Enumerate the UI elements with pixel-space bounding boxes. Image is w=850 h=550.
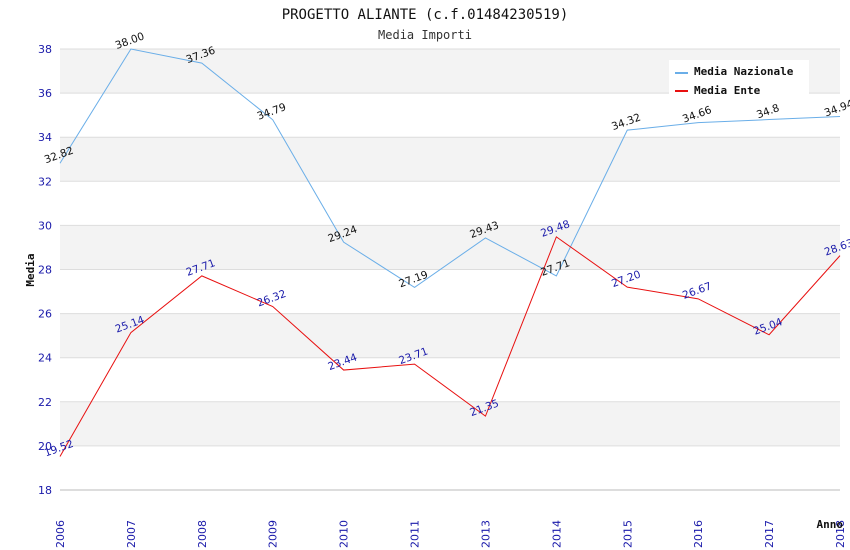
x-tick-label: 2016	[692, 520, 705, 548]
x-tick-label: 2009	[267, 520, 280, 548]
x-tick-label: 2017	[763, 520, 776, 548]
y-tick-label: 28	[38, 264, 52, 277]
x-tick-label: 2006	[54, 520, 67, 548]
y-tick-label: 30	[38, 219, 52, 232]
plot-band	[60, 137, 840, 182]
series-lines	[59, 48, 841, 457]
legend: Media Nazionale Media Ente	[669, 60, 809, 97]
y-tick-label: 38	[38, 43, 52, 56]
y-tick-label: 24	[38, 352, 52, 365]
chart-title: PROGETTO ALIANTE (c.f.01484230519)	[282, 7, 569, 23]
chart-subtitle: Media Importi	[378, 28, 472, 42]
y-tick-label: 22	[38, 396, 52, 409]
y-tick-label: 20	[38, 440, 52, 453]
y-tick-label: 36	[38, 87, 52, 100]
series-line-media-ente	[59, 236, 841, 457]
legend-label-media-ente: Media Ente	[694, 84, 761, 97]
y-tick-label: 26	[38, 308, 52, 321]
x-axis-label: Anno	[817, 518, 844, 531]
plot-band	[60, 445, 840, 490]
y-axis-ticks: 18 20 22 24 26 28 30 32 34 36 38	[38, 43, 52, 497]
x-tick-label: 2008	[196, 520, 209, 548]
legend-box	[669, 60, 809, 96]
x-tick-label: 2013	[479, 520, 492, 548]
y-axis-label: Media	[24, 253, 37, 286]
y-tick-label: 34	[38, 131, 52, 144]
plot-band	[60, 269, 840, 314]
x-tick-label: 2018	[834, 520, 847, 548]
plot-background	[60, 49, 840, 490]
x-tick-label: 2015	[621, 520, 634, 548]
y-tick-label: 32	[38, 175, 52, 188]
x-tick-label: 2014	[550, 520, 563, 548]
x-tick-label: 2011	[409, 520, 422, 548]
x-tick-label: 2010	[338, 520, 351, 548]
plot-band	[60, 181, 840, 226]
legend-label-media-nazionale: Media Nazionale	[694, 65, 794, 78]
plot-band	[60, 93, 840, 138]
x-axis-ticks: 2006 2007 2008 2009 2010 2011 2013 2014 2015 2016…	[54, 520, 847, 548]
series-line-media-nazionale	[59, 48, 841, 288]
y-tick-label: 18	[38, 484, 52, 497]
plot-band	[60, 313, 840, 358]
x-tick-label: 2007	[125, 520, 138, 548]
plot-band	[60, 357, 840, 402]
plot-band	[60, 401, 840, 446]
